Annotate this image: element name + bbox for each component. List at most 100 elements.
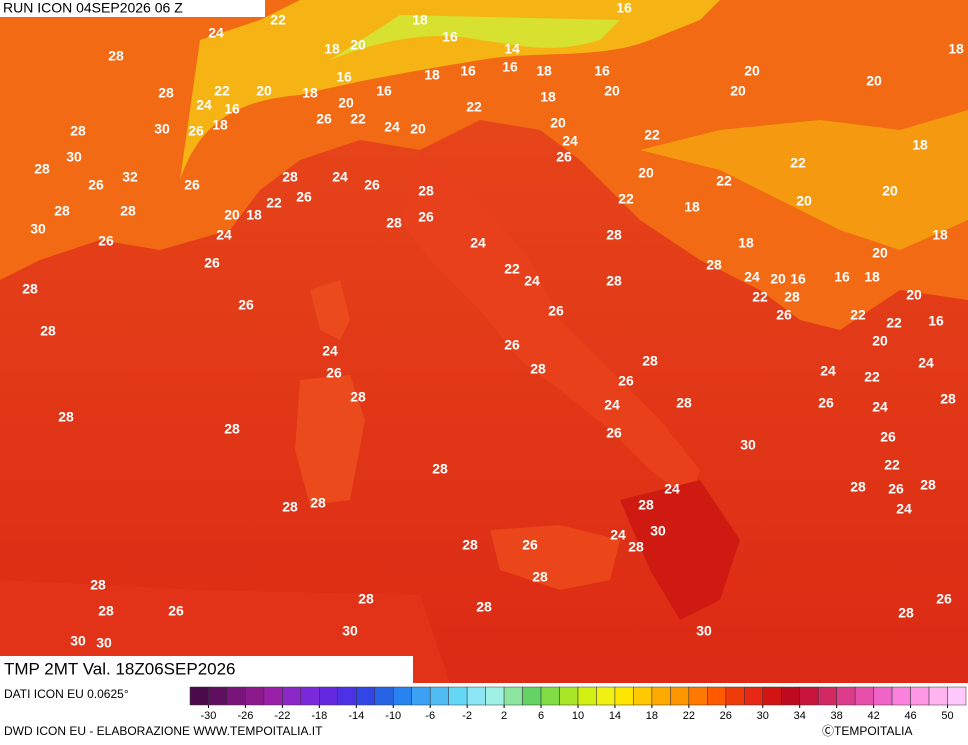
colorbar-tick-label: 50	[941, 710, 953, 722]
temperature-label: 28	[282, 169, 298, 185]
colorbar-swatch	[910, 686, 930, 706]
temperature-label: 26	[776, 307, 792, 323]
temperature-label: 28	[898, 605, 914, 621]
temperature-label: 18	[424, 67, 440, 83]
temperature-label: 28	[642, 353, 658, 369]
temperature-label: 30	[30, 221, 46, 237]
temperature-label: 20	[770, 271, 786, 287]
temperature-label: 20	[410, 121, 426, 137]
balkans-highlands	[640, 110, 968, 250]
temperature-label: 26	[548, 303, 564, 319]
temperature-label: 22	[270, 12, 286, 28]
temperature-label: 20	[256, 83, 272, 99]
colorbar-swatch	[319, 686, 339, 706]
temperature-label: 18	[412, 12, 428, 28]
colorbar-swatch	[836, 686, 856, 706]
temperature-label: 24	[332, 169, 348, 185]
temperature-label: 28	[628, 539, 644, 555]
temperature-label: 26	[522, 537, 538, 553]
colorbar: -30 -26 -22 -18 -14 -10 -6 -2 2 6 10 14 18 22 26 30 34 38…	[189, 686, 967, 722]
colorbar-tick-label: 6	[538, 710, 544, 722]
temperature-label: 24	[562, 133, 578, 149]
colorbar-tick-label: 30	[757, 710, 769, 722]
colorbar-swatch	[226, 686, 246, 706]
temperature-label: 26	[188, 123, 204, 139]
temperature-label: 18	[536, 63, 552, 79]
colorbar-swatch	[854, 686, 874, 706]
temperature-label: 24	[384, 119, 400, 135]
islands	[295, 280, 365, 505]
temperature-label: 26	[504, 337, 520, 353]
temperature-label: 28	[432, 461, 448, 477]
colorbar-tick-label: 2	[501, 710, 507, 722]
colorbar-tick-label: -2	[462, 710, 472, 722]
temperature-label: 24	[872, 399, 888, 415]
colorbar-swatch	[282, 686, 302, 706]
temperature-label: 30	[740, 437, 756, 453]
temperature-label: 16	[594, 63, 610, 79]
temperature-label: 30	[96, 635, 112, 651]
temperature-label: 32	[122, 169, 138, 185]
header-box	[0, 0, 265, 17]
temperature-label: 24	[216, 227, 232, 243]
colorbar-tick-label: 46	[904, 710, 916, 722]
temperature-label: 22	[716, 173, 732, 189]
colorbar-tick-label: 14	[609, 710, 621, 722]
temperature-label: 30	[342, 623, 358, 639]
temperature-label: 26	[204, 255, 220, 271]
colorbar-tick-label: -6	[425, 710, 435, 722]
colorbar-tick-label: 34	[794, 710, 806, 722]
temperature-label: 30	[70, 633, 86, 649]
colorbar-swatch	[762, 686, 782, 706]
temperature-label: 28	[158, 85, 174, 101]
temperature-label: 28	[224, 421, 240, 437]
temperature-label: 26	[98, 233, 114, 249]
colorbar-tick-label: 38	[831, 710, 843, 722]
colorbar-tick-label: 26	[720, 710, 732, 722]
temperature-label: 18	[932, 227, 948, 243]
temperature-label: 20	[882, 183, 898, 199]
temperature-label: 20	[604, 83, 620, 99]
temperature-label: 24	[744, 269, 760, 285]
temperature-label: 28	[58, 409, 74, 425]
temperature-label: 20	[350, 37, 366, 53]
colorbar-swatch	[411, 686, 431, 706]
colorbar-swatch	[817, 686, 837, 706]
colorbar-swatch	[263, 686, 283, 706]
temperature-label: 28	[350, 389, 366, 405]
temperature-label: 22	[850, 307, 866, 323]
colorbar-swatch	[928, 686, 948, 706]
colorbar-swatch	[744, 686, 764, 706]
colorbar-swatch	[300, 686, 320, 706]
temperature-label: 28	[54, 203, 70, 219]
colorbar-swatch	[651, 686, 671, 706]
temperature-label: 28	[358, 591, 374, 607]
temperature-label: 22	[618, 191, 634, 207]
colorbar-swatch	[245, 686, 265, 706]
colorbar-tick-label: -26	[237, 710, 253, 722]
colorbar-swatch	[873, 686, 893, 706]
italy-peninsula	[400, 150, 700, 500]
colorbar-swatch	[633, 686, 653, 706]
temperature-label: 28	[784, 289, 800, 305]
temperature-label: 24	[470, 235, 486, 251]
temperature-label: 24	[208, 25, 224, 41]
temperature-label: 26	[296, 189, 312, 205]
colorbar-swatch	[374, 686, 394, 706]
temperature-label: 28	[606, 227, 622, 243]
temperature-label: 28	[920, 477, 936, 493]
temperature-label: 22	[752, 289, 768, 305]
colorbar-swatch	[189, 686, 209, 706]
colorbar-swatch	[337, 686, 357, 706]
colorbar-swatch	[503, 686, 523, 706]
temperature-label: 18	[246, 207, 262, 223]
temperature-label: 16	[790, 271, 806, 287]
temperature-label: 26	[556, 149, 572, 165]
temperature-label: 22	[466, 99, 482, 115]
alps-peaks	[330, 15, 620, 60]
temperature-label: 18	[324, 41, 340, 57]
colorbar-swatch	[356, 686, 376, 706]
temperature-label: 26	[888, 481, 904, 497]
sicily	[490, 525, 620, 590]
temperature-label: 28	[90, 577, 106, 593]
